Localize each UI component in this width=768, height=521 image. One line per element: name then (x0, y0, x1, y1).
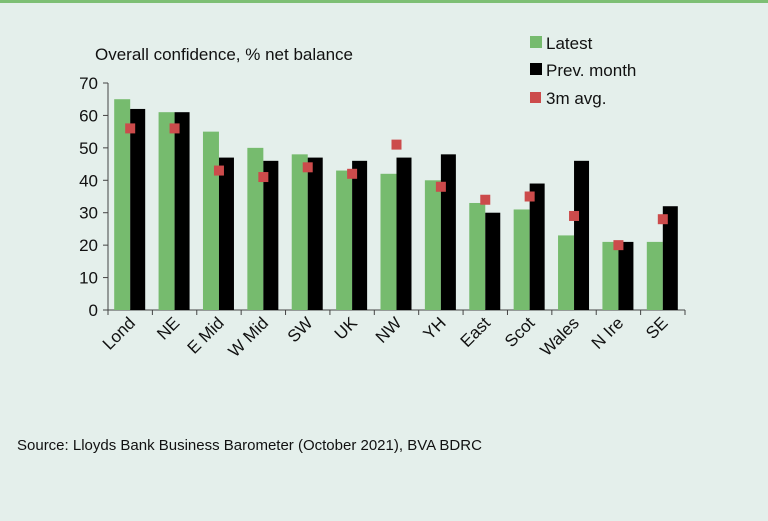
marker-3m-avg (613, 240, 624, 251)
marker-3m-avg (258, 172, 269, 183)
bar-latest (380, 173, 397, 310)
x-tick-label: East (457, 313, 495, 351)
bar-prev-month (618, 241, 634, 310)
y-tick-label: 30 (79, 204, 98, 223)
x-tick-label: SE (642, 313, 671, 342)
marker-3m-avg (480, 194, 491, 205)
bar-prev-month (218, 157, 234, 310)
bar-latest (513, 209, 530, 310)
x-tick-label: E Mid (184, 313, 228, 357)
marker-3m-avg (213, 165, 224, 176)
y-tick-label: 70 (79, 74, 98, 93)
x-tick-label: N Ire (588, 313, 627, 352)
x-tick-label: UK (331, 313, 362, 344)
bar-prev-month (130, 108, 146, 310)
bar-prev-month (352, 160, 368, 310)
bar-prev-month (662, 206, 678, 310)
marker-3m-avg (569, 210, 580, 221)
bar-prev-month (396, 157, 412, 310)
marker-3m-avg (391, 139, 402, 150)
x-tick-label: SW (284, 313, 317, 346)
bar-prev-month (263, 160, 279, 310)
bar-latest (114, 99, 131, 310)
x-tick-label: NW (372, 313, 405, 346)
bar-latest (469, 202, 486, 310)
source-note: Source: Lloyds Bank Business Barometer (… (17, 437, 482, 454)
bar-prev-month (485, 212, 501, 310)
bar-prev-month (307, 157, 323, 310)
x-tick-label: W Mid (225, 313, 272, 360)
legend-label: Prev. month (546, 61, 636, 80)
y-tick-label: 0 (89, 301, 98, 320)
bar-latest (158, 112, 175, 310)
marker-3m-avg (125, 123, 136, 134)
legend-swatch (530, 92, 541, 103)
bar-latest (646, 241, 663, 310)
x-tick-label: YH (420, 313, 450, 343)
legend-swatch (530, 36, 542, 48)
marker-3m-avg (302, 162, 313, 173)
y-tick-label: 60 (79, 106, 98, 125)
bar-prev-month (440, 154, 456, 310)
bar-latest (291, 154, 308, 310)
bar-latest (558, 235, 575, 310)
bar-prev-month (529, 183, 545, 310)
bar-latest (202, 131, 219, 310)
marker-3m-avg (524, 191, 535, 202)
bar-latest (424, 180, 441, 310)
bar-latest (336, 170, 353, 310)
legend-swatch (530, 63, 542, 75)
chart-title: Overall confidence, % net balance (95, 45, 353, 64)
bar-prev-month (574, 160, 590, 310)
y-tick-label: 10 (79, 269, 98, 288)
marker-3m-avg (435, 181, 446, 192)
legend-label: Latest (546, 34, 593, 53)
x-tick-label: Scot (501, 313, 539, 351)
legend-label: 3m avg. (546, 89, 606, 108)
y-tick-label: 50 (79, 139, 98, 158)
y-tick-label: 20 (79, 236, 98, 255)
bar-latest (602, 241, 619, 310)
marker-3m-avg (657, 214, 668, 225)
marker-3m-avg (169, 123, 180, 134)
x-tick-label: NE (153, 313, 183, 343)
x-tick-label: Lond (99, 313, 139, 353)
bar-prev-month (174, 112, 190, 310)
x-tick-label: Wales (536, 313, 582, 359)
y-tick-label: 40 (79, 171, 98, 190)
bar-latest (247, 147, 264, 310)
top-border (0, 0, 768, 3)
marker-3m-avg (347, 168, 358, 179)
